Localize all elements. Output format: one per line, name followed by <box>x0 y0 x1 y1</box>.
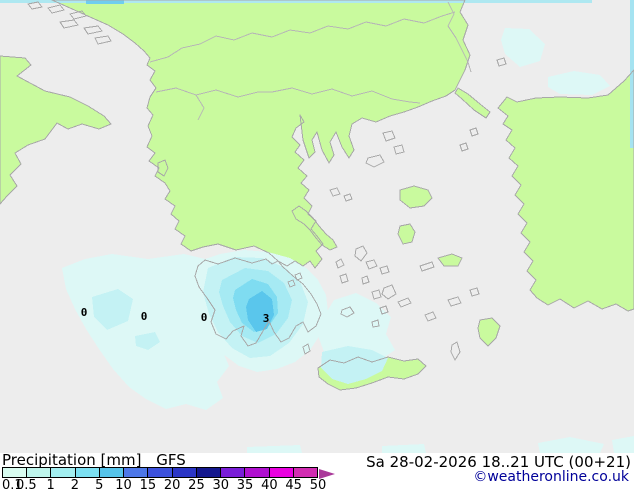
scale-cell-35 <box>245 468 270 477</box>
scale-cell-15 <box>148 468 173 477</box>
scale-tick-labels: 0.1 0.5 1 2 5 10 15 20 25 30 35 40 45 50 <box>2 478 342 493</box>
scale-cell-45 <box>293 468 318 477</box>
tick-label: 15 <box>139 478 157 493</box>
precipitation-layer <box>0 0 634 453</box>
precip-ionian-core <box>92 289 133 330</box>
precip-right-strip <box>630 0 634 148</box>
forecast-datetime: Sa 28-02-2026 18..21 UTC (00+21) <box>366 453 631 471</box>
precip-bottom-patch-2 <box>382 444 426 453</box>
legend-model: GFS <box>156 451 186 469</box>
precip-marmara-south <box>548 71 610 95</box>
scale-cell-20 <box>172 468 197 477</box>
precip-peloponnese-core <box>246 291 274 332</box>
scale-cell-5 <box>99 468 125 477</box>
precip-southeast-tongue <box>316 293 395 361</box>
scale-cell-2 <box>75 468 100 477</box>
precip-marmara-west <box>501 28 545 67</box>
precip-top-strip <box>0 0 592 3</box>
tick-label: 40 <box>261 478 278 493</box>
map-canvas <box>0 0 634 453</box>
precip-bottom-patch-4 <box>612 436 634 453</box>
scale-cell-1 <box>51 468 76 477</box>
legend-title: Precipitation [mm] GFS <box>2 451 188 470</box>
tick-label: 45 <box>285 478 302 493</box>
legend-unit: [mm] <box>100 451 142 469</box>
precip-ionian-patch <box>135 332 160 350</box>
legend-bar: Precipitation [mm] GFS 0.1 0.5 1 2 5 10 15 20 25… <box>0 451 634 493</box>
tick-label: 0.5 <box>15 478 37 493</box>
tick-label: 10 <box>115 478 132 493</box>
scale-cell-25 <box>196 468 222 477</box>
tick-label: 20 <box>163 478 181 493</box>
precip-bottom-patch-1 <box>247 445 302 453</box>
scale-arrow-icon <box>319 469 335 479</box>
precip-crete <box>321 346 388 384</box>
scale-cell-0.1 <box>3 468 28 477</box>
tick-label: 50 <box>309 478 327 493</box>
scale-cell-30 <box>221 468 246 477</box>
copyright-link[interactable]: ©weatheronline.co.uk <box>473 469 629 485</box>
legend-parameter: Precipitation <box>2 451 96 469</box>
tick-label: 0.1 <box>2 478 23 493</box>
tick-label: 1 <box>46 478 55 493</box>
tick-label: 35 <box>236 478 254 493</box>
scale-cell-10 <box>124 468 149 477</box>
precip-top-strip-bright <box>86 0 124 4</box>
tick-label: 2 <box>70 478 80 493</box>
color-scale-bar <box>2 467 318 478</box>
tick-label: 30 <box>212 478 230 493</box>
scale-cell-40 <box>269 468 294 477</box>
precip-bottom-patch-3 <box>538 437 604 453</box>
tick-label: 5 <box>95 478 104 493</box>
scale-cell-0.5 <box>27 468 52 477</box>
tick-label: 25 <box>188 478 205 493</box>
